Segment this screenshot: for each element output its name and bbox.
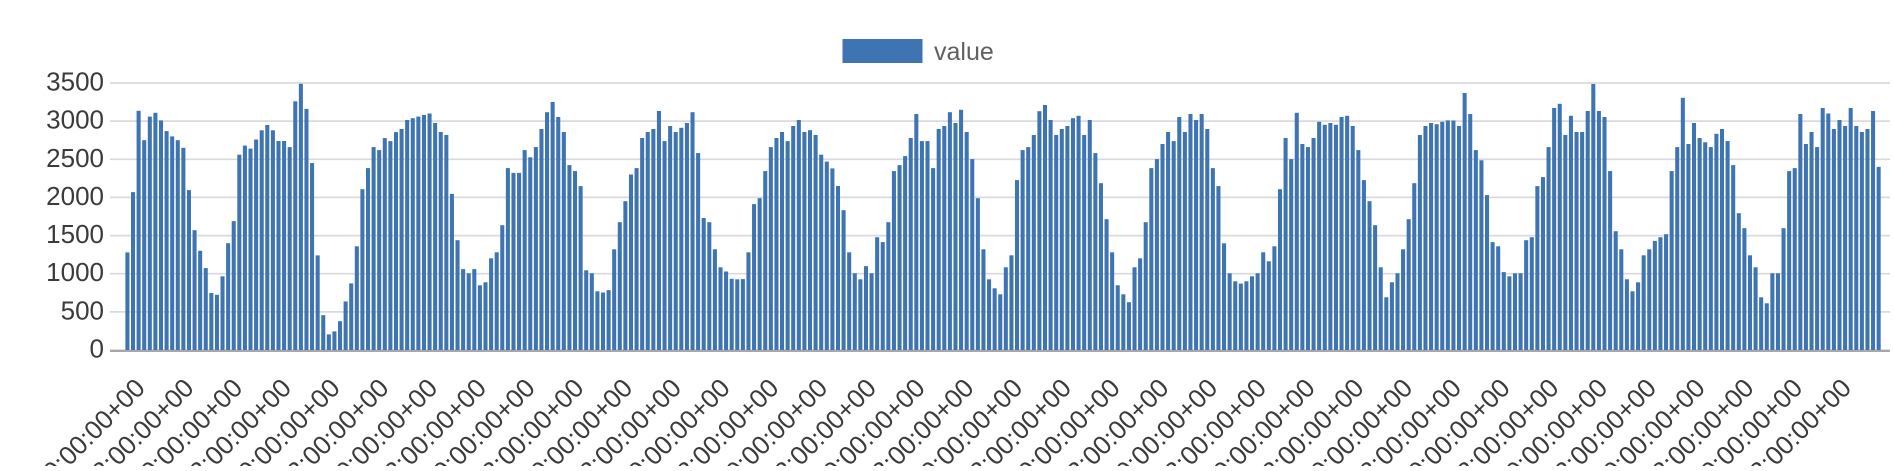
- svg-text:3000: 3000: [46, 105, 104, 135]
- svg-text:1000: 1000: [46, 257, 104, 287]
- svg-text:value: value: [934, 38, 994, 66]
- svg-text:2500: 2500: [46, 143, 104, 173]
- svg-text:2000: 2000: [46, 181, 104, 211]
- svg-text:3500: 3500: [46, 67, 104, 97]
- svg-text:0: 0: [90, 334, 104, 364]
- svg-text:1500: 1500: [46, 219, 104, 249]
- svg-text:500: 500: [61, 295, 104, 325]
